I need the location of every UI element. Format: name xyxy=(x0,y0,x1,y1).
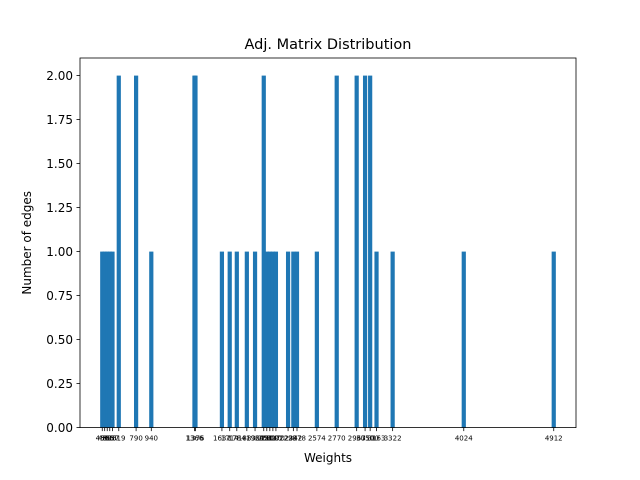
x-tick-label: 2110 xyxy=(261,435,279,443)
x-tick-label: 790 xyxy=(129,435,142,443)
bar xyxy=(116,75,121,428)
bar xyxy=(244,251,249,428)
bar xyxy=(267,251,272,428)
x-tick-label: 530 xyxy=(103,435,116,443)
y-tick-label: 0.50 xyxy=(46,333,73,347)
bar xyxy=(362,75,368,428)
x-tick-label: 1376 xyxy=(187,435,205,443)
x-tick-label: 2342 xyxy=(284,435,302,443)
x-tick-label: 4912 xyxy=(545,435,563,443)
bar xyxy=(219,251,225,428)
y-axis-ticks: 0.00 0.25 0.50 0.75 1.00 1.25 1.50 1.75 2.00 xyxy=(46,69,80,435)
bar xyxy=(100,251,105,428)
x-tick-label: 2770 xyxy=(328,435,346,443)
y-tick-label: 0.25 xyxy=(46,377,73,391)
y-tick-label: 1.25 xyxy=(46,201,73,215)
x-tick-label: 2967 xyxy=(348,435,366,443)
chart-title: Adj. Matrix Distribution xyxy=(245,37,412,53)
x-tick-label: 3050 xyxy=(356,435,374,443)
bar xyxy=(354,75,359,428)
y-tick-label: 1.50 xyxy=(46,157,73,171)
y-tick-label: 1.75 xyxy=(46,113,73,127)
plot-frame xyxy=(79,57,577,429)
bar xyxy=(314,251,319,428)
y-tick-label: 1.00 xyxy=(46,245,73,259)
x-tick-label: 505 xyxy=(101,435,114,443)
x-tick-label: 557 xyxy=(106,435,119,443)
bar xyxy=(149,251,154,428)
x-tick-label: 940 xyxy=(145,435,158,443)
bar xyxy=(107,251,112,428)
y-tick-label: 0.75 xyxy=(46,289,73,303)
x-tick-label: 3100 xyxy=(361,435,379,443)
x-tick-label: 480 xyxy=(98,435,111,443)
bar xyxy=(390,251,395,428)
bar xyxy=(334,75,339,428)
bar xyxy=(193,75,198,428)
y-tick-label: 2.00 xyxy=(46,69,73,83)
x-tick-label: 1637 xyxy=(213,435,231,443)
bar xyxy=(234,251,239,428)
bar xyxy=(374,251,379,428)
x-tick-label: 1366 xyxy=(186,435,204,443)
x-tick-label: 2574 xyxy=(308,435,326,443)
bar xyxy=(273,251,279,428)
y-axis-label: Number of edges xyxy=(20,191,34,295)
bar xyxy=(105,251,110,428)
bar xyxy=(102,251,107,428)
x-tick-label: 2080 xyxy=(258,435,276,443)
x-tick-label: 2140 xyxy=(264,435,282,443)
x-tick-label: 3163 xyxy=(368,435,386,443)
bar xyxy=(368,75,373,428)
y-tick-label: 0.00 xyxy=(46,421,73,435)
bar xyxy=(461,251,466,428)
x-tick-label: 1883 xyxy=(238,435,256,443)
x-tick-label: 1784 xyxy=(228,435,246,443)
bar xyxy=(264,251,269,428)
bar xyxy=(110,251,115,428)
x-tick-label: 2378 xyxy=(288,435,306,443)
bar xyxy=(285,251,291,428)
x-tick-label: 456 xyxy=(96,435,110,443)
bar xyxy=(252,251,258,428)
x-tick-label: 4024 xyxy=(455,435,473,443)
x-tick-label: 1964 xyxy=(246,435,264,443)
bar xyxy=(261,75,266,428)
x-tick-label: 2290 xyxy=(279,435,297,443)
x-tick-label: 2050 xyxy=(255,435,273,443)
bar xyxy=(294,251,300,428)
x-axis-label: Weights xyxy=(304,451,352,465)
bar xyxy=(227,251,232,428)
x-tick-label: 3322 xyxy=(384,435,402,443)
bar xyxy=(133,75,139,428)
bar xyxy=(291,251,296,428)
bar xyxy=(551,251,556,428)
x-tick-label: 1714 xyxy=(221,435,239,443)
bars-group xyxy=(100,75,556,428)
x-tick-label: 2170 xyxy=(267,435,285,443)
x-tick-label: 619 xyxy=(112,435,125,443)
bar xyxy=(270,251,275,428)
